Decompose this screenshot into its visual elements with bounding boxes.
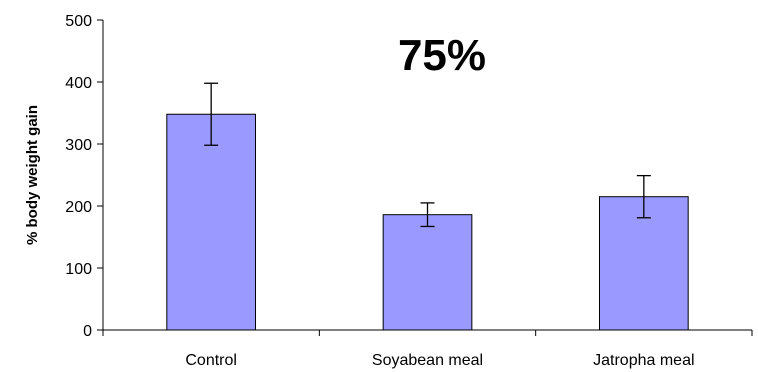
y-axis: 0 100 200 300 400 500 (65, 13, 104, 340)
y-tick-label: 100 (65, 261, 92, 278)
annotation-label: 75% (398, 31, 486, 80)
y-axis-label: % body weight gain (24, 105, 41, 245)
y-tick-label: 300 (65, 137, 92, 154)
x-tick-label: Jatropha meal (593, 352, 694, 369)
y-tick-label: 200 (65, 199, 92, 216)
bars (166, 113, 689, 331)
y-tick-label: 500 (65, 13, 92, 30)
x-axis: Control Soyabean meal Jatropha meal (102, 329, 753, 369)
y-tick-label: 400 (65, 75, 92, 92)
error-bars (204, 82, 651, 228)
bar (382, 214, 473, 331)
x-tick-label: Control (185, 352, 237, 369)
bar (166, 113, 257, 331)
x-tick-label: Soyabean meal (372, 352, 483, 369)
y-tick-label: 0 (83, 323, 92, 340)
